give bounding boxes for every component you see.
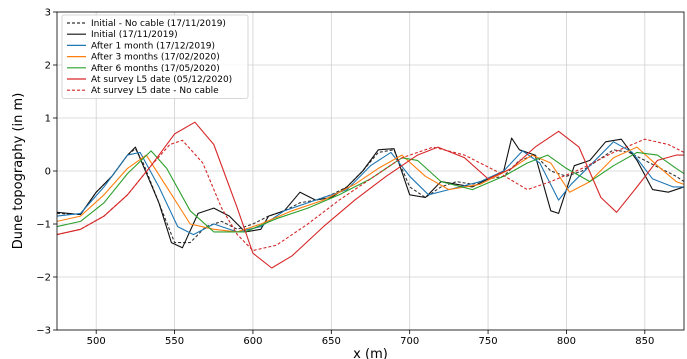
legend-label: After 3 months (17/02/2020): [91, 53, 220, 63]
series-line-6: [57, 121, 684, 269]
series-line-2: [57, 137, 684, 249]
legend-label: After 1 month (17/12/2019): [91, 41, 215, 51]
x-tick-label: 700: [400, 336, 419, 347]
series-line-3: [57, 141, 684, 236]
grid: [57, 11, 684, 331]
series-lines: [57, 121, 684, 269]
y-tick-label: −3: [36, 326, 51, 337]
axis-ticks: 500 550 600 650 700 750 800 850 −3 −2 −1 0 1 2 3: [36, 8, 654, 348]
y-tick-label: −2: [36, 273, 51, 284]
legend-box: [61, 14, 249, 99]
legend-label: At survey L5 date (05/12/2020): [91, 75, 232, 85]
x-tick-label: 600: [243, 336, 262, 347]
x-tick-label: 750: [479, 336, 498, 347]
series-line-4: [57, 146, 684, 233]
y-tick-label: 1: [45, 114, 51, 125]
y-tick-label: 3: [45, 8, 51, 19]
x-tick-label: 850: [635, 336, 654, 347]
x-tick-label: 650: [322, 336, 341, 347]
y-tick-label: 2: [45, 61, 51, 72]
legend: Initial - No cable (17/11/2019)Initial (…: [61, 14, 249, 99]
legend-label: Initial - No cable (17/11/2019): [91, 19, 226, 29]
y-tick-label: −1: [36, 220, 51, 231]
series-line-7: [57, 138, 684, 252]
legend-label: After 6 months (17/05/2020): [91, 64, 220, 74]
legend-label: At survey L5 date - No cable: [91, 86, 219, 96]
x-axis-title: x (m): [353, 347, 388, 359]
x-tick-label: 800: [557, 336, 576, 347]
legend-label: Initial (17/11/2019): [91, 30, 178, 40]
y-axis-title: Dune topography (in m): [11, 93, 26, 250]
x-tick-label: 550: [165, 336, 184, 347]
y-tick-label: 0: [45, 167, 51, 178]
x-tick-label: 500: [87, 336, 106, 347]
